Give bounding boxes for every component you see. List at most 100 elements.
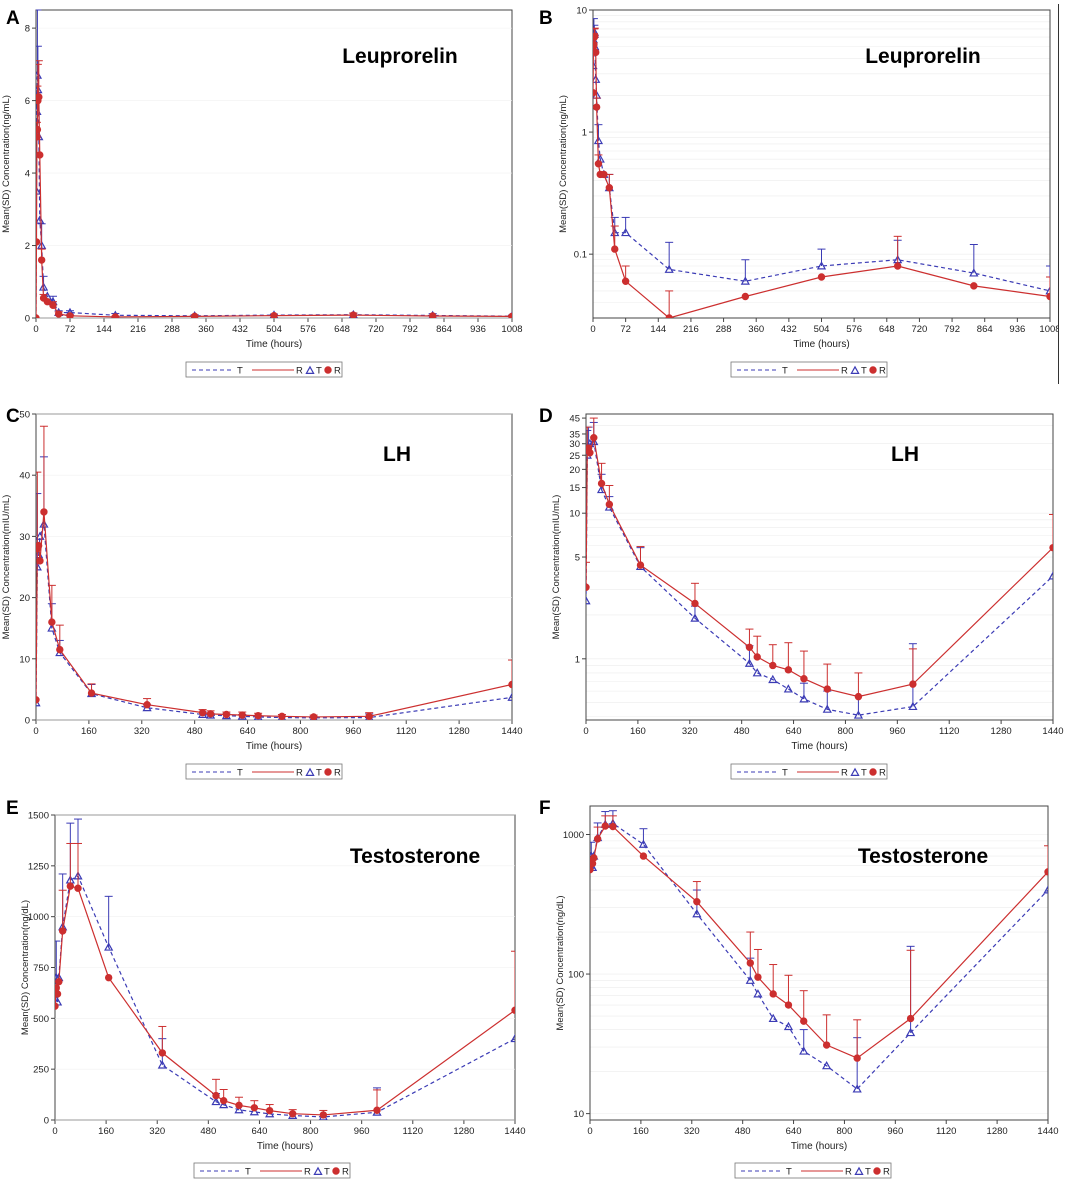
panel-d-y-tick-label: 25: [569, 451, 580, 462]
panel-b-series-t-point: [664, 264, 674, 273]
panel-a-chart: A0 72 144 216 288 360 432 504 576 648 720 792 864 936…: [1, 8, 523, 378]
panel-c-series-r-line: [36, 511, 512, 718]
panel-e-series-r-point: [288, 1109, 297, 1118]
panel-d-y-tick-label: 45: [569, 414, 580, 425]
panel-b-x-tick-label: 504: [814, 324, 830, 335]
panel-f-y-tick-label: 100: [568, 970, 584, 981]
panel-f-series-r-point: [754, 973, 762, 981]
panel-b-series-t-point: [621, 227, 631, 237]
panel-b-x-tick-label: 0: [590, 324, 595, 335]
panel-divider: [1058, 4, 1059, 384]
panel-b-series-r-point: [621, 277, 630, 285]
panel-a-legend-t-line-label: T: [237, 366, 243, 377]
panel-f-series-t-point: [822, 1060, 832, 1070]
panel-e-x-tick-label: 1440: [504, 1126, 525, 1137]
panel-f-legend-r-marker-label: R: [883, 1167, 890, 1178]
panel-c-y-tick-label: 0: [25, 716, 30, 727]
panel-d-series-r-point: [636, 561, 645, 569]
panel-c-legend-t-marker: [305, 767, 315, 776]
panel-c-series-r-point: [365, 712, 373, 720]
panel-e-series-r-point: [58, 927, 67, 935]
panel-d-series-t-point: [744, 658, 755, 667]
panel-b-plot-frame: [592, 9, 1051, 319]
panel-b-y-tick-label: 10: [576, 6, 587, 17]
panel-c-series-r-point: [206, 710, 215, 718]
panel-a-data: [36, 9, 512, 318]
panel-e-x-tick-label: 320: [149, 1126, 165, 1137]
panel-d-y-axis-label: Mean(SD) Concentration(mIU/mL): [551, 495, 562, 640]
panel-e-legend-t-line-label: T: [245, 1167, 251, 1178]
panel-a-series-r-point: [349, 311, 358, 318]
panel-c-data: [36, 425, 512, 720]
panel-e-title: Testosterone: [350, 845, 480, 868]
panel-c-series-r-point: [143, 701, 151, 709]
panel-d-x-tick-label: 1120: [939, 726, 959, 737]
panel-e-series-t-point: [211, 1096, 221, 1106]
panel-d-series-t-point: [690, 613, 700, 622]
panel-e-legend-t-marker-label: T: [324, 1167, 330, 1178]
panel-f-y-tick-label: 1000: [563, 830, 584, 841]
panel-f-series-t-point: [783, 1021, 794, 1031]
panel-b-x-tick-label: 360: [748, 324, 764, 335]
panel-b-x-tick-label: 1008: [1039, 324, 1058, 335]
panel-d-series-t-line: [586, 440, 1053, 716]
panel-d-y-tick-label: 30: [569, 439, 580, 450]
panel-a-x-tick-label: 216: [130, 324, 146, 335]
panel-e-series-t-point: [249, 1107, 259, 1116]
panel-e-data: [55, 818, 515, 1120]
panel-c-title: LH: [383, 443, 411, 466]
panel-b-series-r-point: [593, 40, 598, 49]
panel-a-x-axis-label: Time (hours): [246, 339, 302, 350]
panel-c-x-tick-label: 640: [240, 726, 256, 737]
panel-a-y-tick-label: 6: [25, 96, 30, 107]
panel-a-series-r-point: [428, 312, 437, 318]
panel-a-series-r-point: [36, 151, 44, 159]
panel-f-x-tick-label: 800: [837, 1126, 853, 1137]
panel-a-x-tick-label: 1008: [501, 324, 522, 335]
panel-a-x-tick-label: 936: [470, 324, 486, 335]
panel-f-x-tick-label: 1440: [1037, 1126, 1058, 1137]
panel-c-x-tick-label: 1440: [501, 726, 522, 737]
panel-e-y-axis-label: Mean(SD) Concentration(ng/dL): [20, 900, 31, 1035]
panel-b-legend-r-line-label: R: [841, 366, 848, 377]
panel-b-series-r-point: [970, 282, 978, 290]
panel-f-legend-r-marker: [873, 1167, 881, 1175]
panel-b-data: [593, 18, 1050, 318]
panel-b-series-r-point: [741, 292, 750, 301]
panel-e-y-tick-label: 750: [33, 963, 49, 974]
panel-b-x-tick-label: 792: [944, 324, 960, 335]
panel-e-series-r-point: [373, 1106, 381, 1114]
panel-b-y-tick-label: 1: [582, 128, 587, 139]
panel-e-chart: E 0 160 320 480 640 800 960 1120 1280 1440 0 250 500 7…: [6, 798, 526, 1179]
panel-d-letter: D: [539, 406, 553, 427]
panel-c-series-r-point: [238, 711, 246, 719]
panel-f-legend-t-line-label: T: [786, 1167, 792, 1178]
panel-f-series-r-point: [784, 1001, 793, 1009]
panel-b-x-tick-label: 432: [781, 324, 797, 335]
panel-c-x-tick-label: 160: [81, 726, 97, 737]
panel-c-series-r-point: [87, 689, 96, 697]
panel-b-x-tick-label: 144: [650, 324, 666, 335]
panel-b-legend-t-marker: [850, 365, 860, 374]
panel-e-series-r-line: [55, 885, 515, 1116]
panel-d-data: [586, 417, 1053, 719]
panel-e-y-tick-label: 250: [33, 1065, 49, 1076]
panel-b-chart: B 0 72 144 216 288 360 432 504 576 648 720 792 864 936…: [539, 6, 1058, 378]
panel-d-y-tick-label: 20: [569, 465, 580, 476]
panel-e-legend-t-marker: [313, 1166, 323, 1175]
panel-e-x-tick-label: 0: [52, 1126, 57, 1137]
panel-f-series-t-point: [852, 1084, 862, 1093]
panel-d-series-r-point: [691, 599, 699, 608]
panel-d-legend-t-line-label: T: [782, 768, 788, 779]
panel-c-x-tick-label: 480: [187, 726, 203, 737]
panel-e-y-tick-label: 1000: [28, 912, 49, 923]
panel-b-series-t-point: [1045, 286, 1050, 295]
panel-d-legend-t-marker: [850, 767, 860, 776]
panel-d-series-t-point: [752, 668, 762, 677]
panel-d-x-tick-label: 320: [682, 726, 698, 737]
panel-f-series-r-point: [822, 1041, 831, 1049]
